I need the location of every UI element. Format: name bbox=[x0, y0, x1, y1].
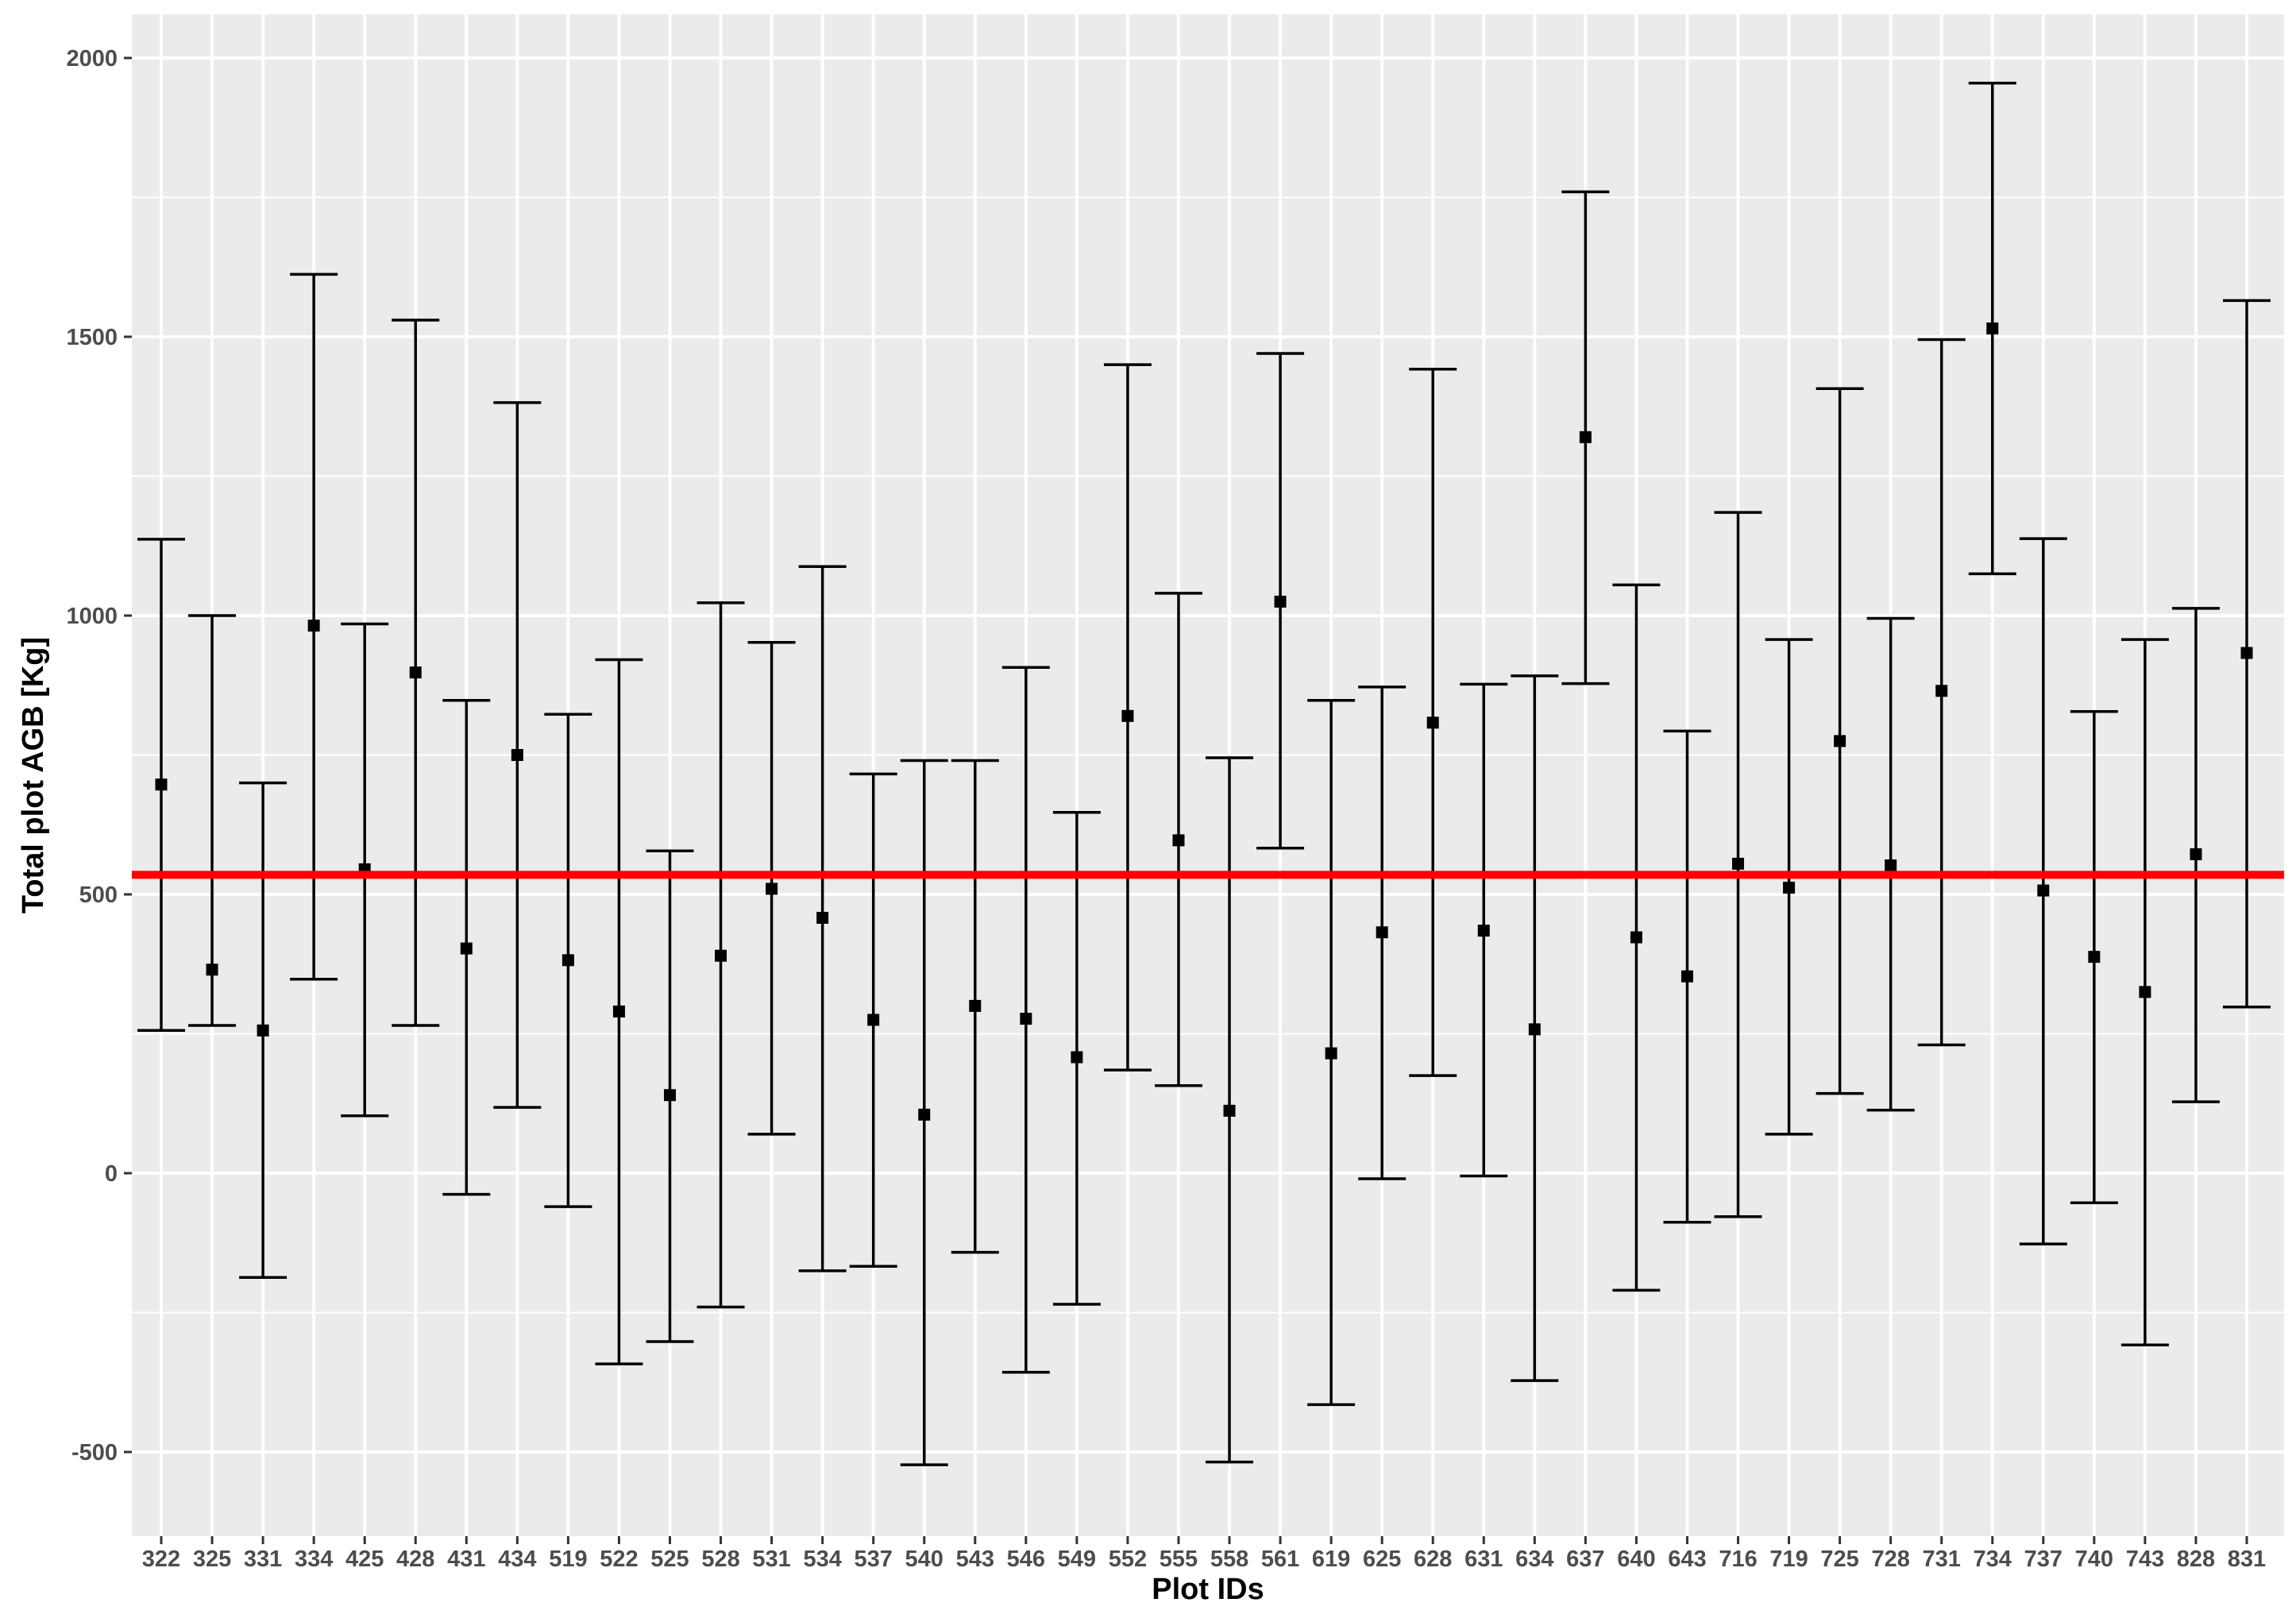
y-axis-title: Total plot AGB [Kg] bbox=[17, 637, 50, 913]
x-tick-label-828: 828 bbox=[2177, 1547, 2215, 1572]
x-tick-label-552: 552 bbox=[1109, 1547, 1147, 1572]
data-point-740 bbox=[2088, 951, 2101, 963]
x-tick-label-528: 528 bbox=[701, 1547, 739, 1572]
x-tick-label-434: 434 bbox=[498, 1547, 536, 1572]
data-point-637 bbox=[1579, 431, 1592, 443]
data-point-561 bbox=[1274, 595, 1287, 608]
x-tick-label-549: 549 bbox=[1058, 1547, 1096, 1572]
data-point-625 bbox=[1376, 926, 1388, 939]
data-point-725 bbox=[1834, 735, 1846, 747]
x-tick-label-634: 634 bbox=[1515, 1547, 1553, 1572]
x-tick-label-531: 531 bbox=[752, 1547, 790, 1572]
data-point-628 bbox=[1426, 716, 1439, 729]
data-point-522 bbox=[612, 1005, 625, 1018]
data-point-549 bbox=[1071, 1051, 1083, 1064]
data-point-543 bbox=[969, 999, 982, 1012]
y-tick-label: 1500 bbox=[66, 325, 118, 350]
data-point-537 bbox=[867, 1014, 880, 1026]
data-point-331 bbox=[257, 1024, 269, 1037]
x-tick-label-716: 716 bbox=[1719, 1547, 1757, 1572]
data-points bbox=[155, 322, 2253, 1121]
x-tick-label-325: 325 bbox=[193, 1547, 231, 1572]
x-tick-label-522: 522 bbox=[600, 1547, 638, 1572]
x-tick-label-743: 743 bbox=[2126, 1547, 2164, 1572]
data-point-631 bbox=[1477, 925, 1490, 937]
data-point-531 bbox=[766, 882, 778, 895]
x-tick-label-543: 543 bbox=[956, 1547, 994, 1572]
data-point-728 bbox=[1885, 859, 1897, 871]
data-point-322 bbox=[155, 778, 168, 791]
data-point-546 bbox=[1020, 1013, 1032, 1025]
y-tick-label: 0 bbox=[105, 1161, 118, 1187]
x-tick-label-555: 555 bbox=[1160, 1547, 1198, 1572]
x-tick-label-637: 637 bbox=[1566, 1547, 1604, 1572]
data-point-540 bbox=[918, 1108, 931, 1121]
data-point-528 bbox=[715, 949, 727, 962]
data-point-555 bbox=[1172, 834, 1185, 847]
data-point-619 bbox=[1325, 1047, 1337, 1060]
data-point-634 bbox=[1528, 1023, 1541, 1036]
data-point-552 bbox=[1121, 709, 1134, 722]
data-point-428 bbox=[409, 666, 422, 679]
data-point-558 bbox=[1223, 1104, 1236, 1117]
data-point-334 bbox=[307, 620, 320, 632]
data-point-640 bbox=[1630, 931, 1642, 944]
x-axis-title: Plot IDs bbox=[1152, 1573, 1264, 1606]
x-tick-label-740: 740 bbox=[2075, 1547, 2113, 1572]
x-tick-label-519: 519 bbox=[549, 1547, 587, 1572]
x-tick-label-619: 619 bbox=[1312, 1547, 1350, 1572]
x-tick-label-719: 719 bbox=[1769, 1547, 1808, 1572]
grid-minor bbox=[132, 196, 2284, 1314]
y-tick-label: -500 bbox=[71, 1440, 118, 1465]
x-tick-label-334: 334 bbox=[295, 1547, 333, 1572]
data-point-431 bbox=[460, 942, 473, 955]
x-tick-label-640: 640 bbox=[1617, 1547, 1655, 1572]
y-axis-ticks: -500 0 500 1000 1500 2000 bbox=[66, 46, 132, 1465]
data-point-525 bbox=[663, 1089, 676, 1102]
data-point-643 bbox=[1681, 970, 1693, 983]
x-tick-label-631: 631 bbox=[1464, 1547, 1503, 1572]
x-tick-label-525: 525 bbox=[650, 1547, 689, 1572]
x-tick-label-540: 540 bbox=[905, 1547, 943, 1572]
data-point-534 bbox=[816, 911, 829, 924]
x-tick-label-537: 537 bbox=[854, 1547, 892, 1572]
data-point-325 bbox=[206, 963, 218, 976]
data-point-828 bbox=[2190, 848, 2202, 860]
x-tick-label-428: 428 bbox=[396, 1547, 434, 1572]
x-tick-label-734: 734 bbox=[1974, 1547, 2012, 1572]
x-tick-label-558: 558 bbox=[1210, 1547, 1248, 1572]
data-point-737 bbox=[2037, 884, 2050, 897]
x-tick-label-643: 643 bbox=[1668, 1547, 1706, 1572]
plot-panel bbox=[132, 14, 2284, 1536]
x-tick-label-737: 737 bbox=[2024, 1547, 2063, 1572]
x-tick-label-731: 731 bbox=[1923, 1547, 1961, 1572]
x-tick-label-322: 322 bbox=[142, 1547, 180, 1572]
x-tick-label-331: 331 bbox=[244, 1547, 282, 1572]
x-tick-label-546: 546 bbox=[1007, 1547, 1045, 1572]
x-axis-ticks: 322 325 331 334 425 428 431 434 519 522 525 528 531 5… bbox=[142, 1536, 2266, 1572]
y-tick-label: 500 bbox=[79, 882, 118, 908]
x-tick-label-628: 628 bbox=[1414, 1547, 1452, 1572]
data-point-831 bbox=[2240, 647, 2253, 659]
data-point-434 bbox=[511, 749, 523, 761]
x-tick-label-425: 425 bbox=[345, 1547, 384, 1572]
data-point-731 bbox=[1935, 685, 1948, 697]
data-point-716 bbox=[1732, 857, 1745, 870]
data-point-743 bbox=[2139, 986, 2151, 998]
data-point-519 bbox=[561, 954, 574, 967]
x-tick-label-534: 534 bbox=[803, 1547, 841, 1572]
x-tick-label-831: 831 bbox=[2228, 1547, 2266, 1572]
x-tick-label-561: 561 bbox=[1261, 1547, 1299, 1572]
y-tick-label: 1000 bbox=[66, 604, 118, 629]
x-tick-label-431: 431 bbox=[447, 1547, 485, 1572]
data-point-719 bbox=[1783, 882, 1796, 894]
data-point-734 bbox=[1986, 322, 1999, 334]
x-tick-label-725: 725 bbox=[1820, 1547, 1858, 1572]
x-tick-label-728: 728 bbox=[1871, 1547, 1909, 1572]
y-tick-label: 2000 bbox=[66, 46, 118, 71]
x-tick-label-625: 625 bbox=[1363, 1547, 1401, 1572]
